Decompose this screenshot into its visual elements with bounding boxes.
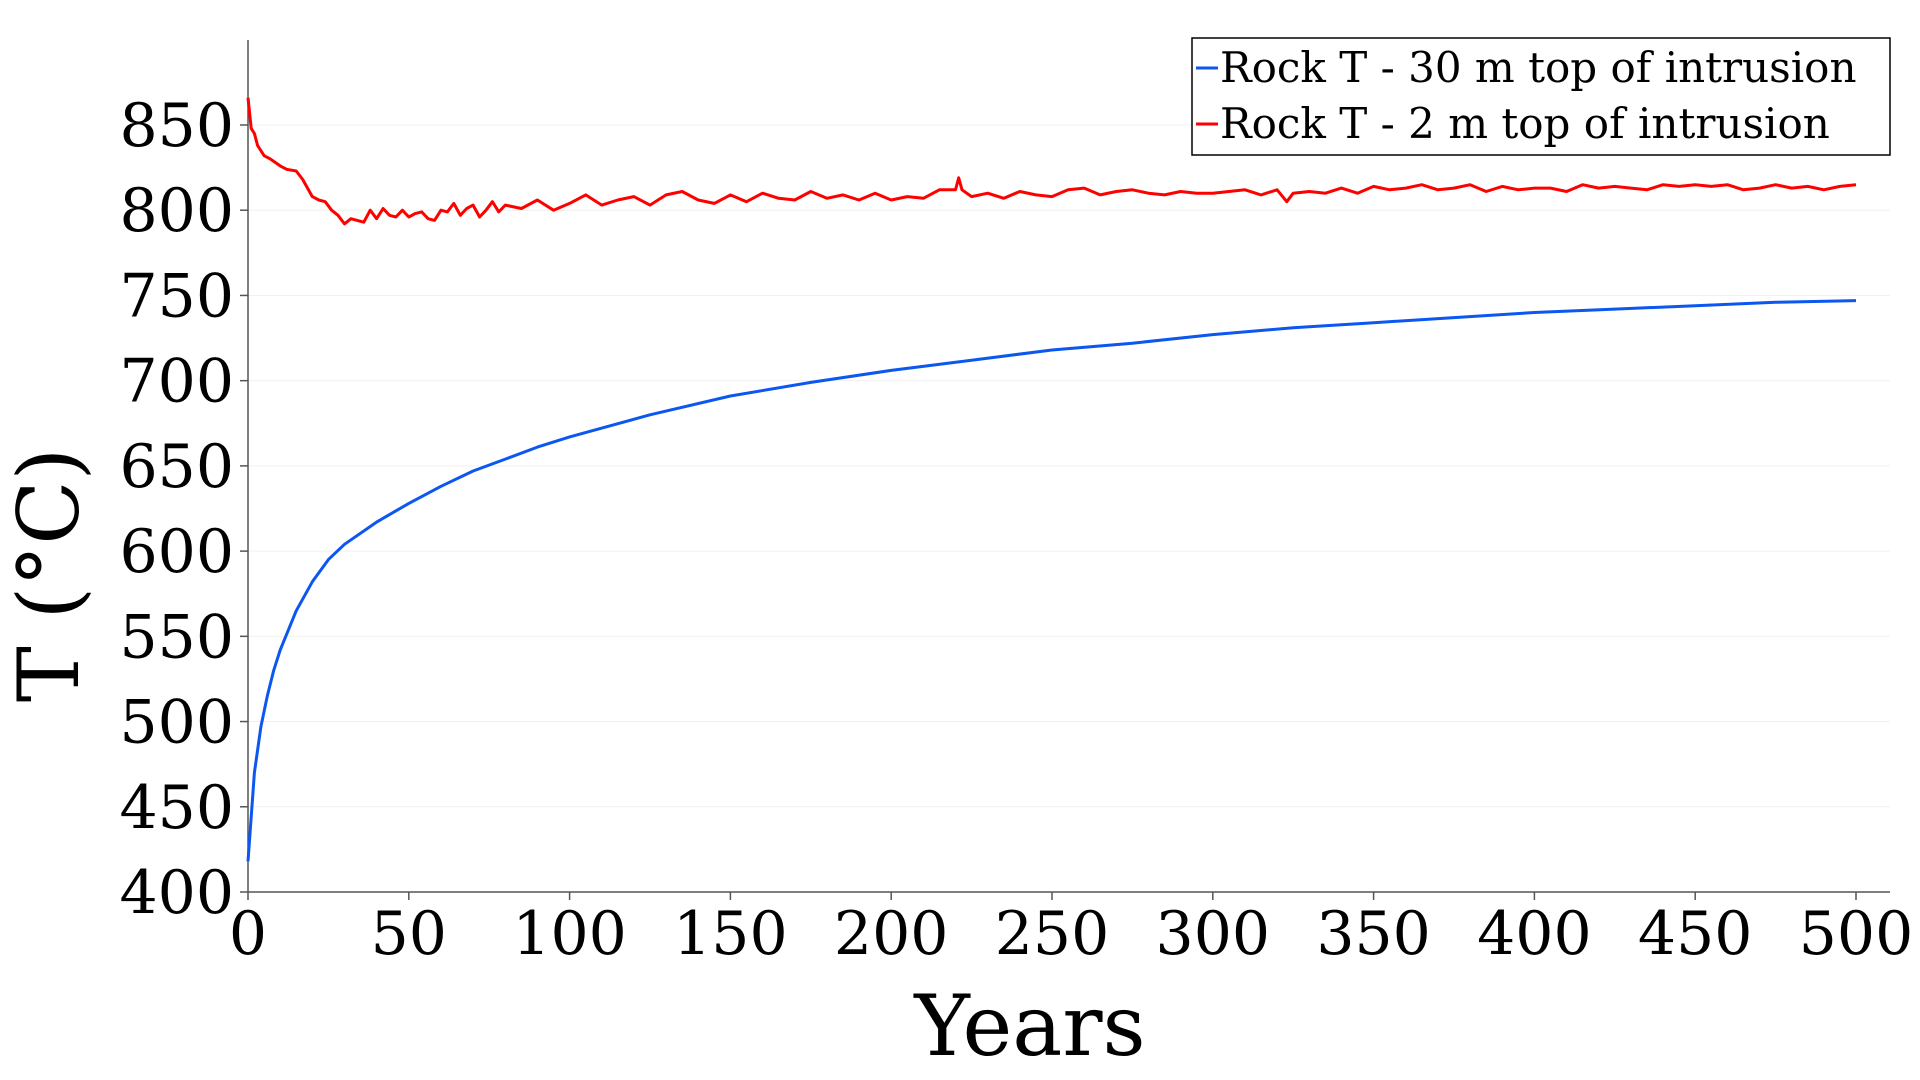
x-tick-label-5: 250 xyxy=(995,899,1110,969)
x-tick-label-7: 350 xyxy=(1316,899,1431,969)
y-tick-label-8: 800 xyxy=(119,176,234,246)
series-line-1 xyxy=(246,97,1857,226)
y-tick-label-9: 850 xyxy=(119,91,234,161)
x-tick-label-1: 50 xyxy=(371,899,447,969)
y-axis-ticks: 400 450 500 550 600 650 700 750 800 850 xyxy=(119,91,248,928)
y-tick-label-5: 650 xyxy=(119,432,234,502)
y-tick-label-0: 400 xyxy=(119,858,234,928)
x-tick-label-10: 500 xyxy=(1799,899,1914,969)
y-tick-label-1: 450 xyxy=(119,773,234,843)
x-tick-label-9: 450 xyxy=(1638,899,1753,969)
x-axis-ticks: 0 50 100 150 200 250 300 350 400 450 500 xyxy=(229,892,1913,969)
x-tick-label-0: 0 xyxy=(229,899,267,969)
x-tick-label-8: 400 xyxy=(1477,899,1592,969)
x-tick-label-4: 200 xyxy=(834,899,949,969)
y-tick-label-4: 600 xyxy=(119,517,234,587)
legend-label-0: Rock T - 30 m top of intrusion xyxy=(1220,43,1857,92)
y-tick-label-2: 500 xyxy=(119,688,234,758)
x-axis-label: Years xyxy=(913,977,1145,1075)
series-line-0 xyxy=(246,299,1857,862)
y-tick-label-7: 750 xyxy=(119,261,234,331)
y-tick-label-6: 700 xyxy=(119,347,234,417)
legend-box xyxy=(1191,37,1891,156)
series-lines xyxy=(246,97,1857,862)
x-tick-label-2: 100 xyxy=(512,899,627,969)
y-axis-label: T (°C) xyxy=(0,448,98,703)
x-tick-label-3: 150 xyxy=(673,899,788,969)
legend-label-1: Rock T - 2 m top of intrusion xyxy=(1220,99,1830,148)
grid-lines xyxy=(248,124,1890,893)
x-tick-label-6: 300 xyxy=(1156,899,1271,969)
y-tick-label-3: 550 xyxy=(119,602,234,672)
legend: Rock T - 30 m top of intrusion Rock T - 2… xyxy=(1191,37,1891,156)
